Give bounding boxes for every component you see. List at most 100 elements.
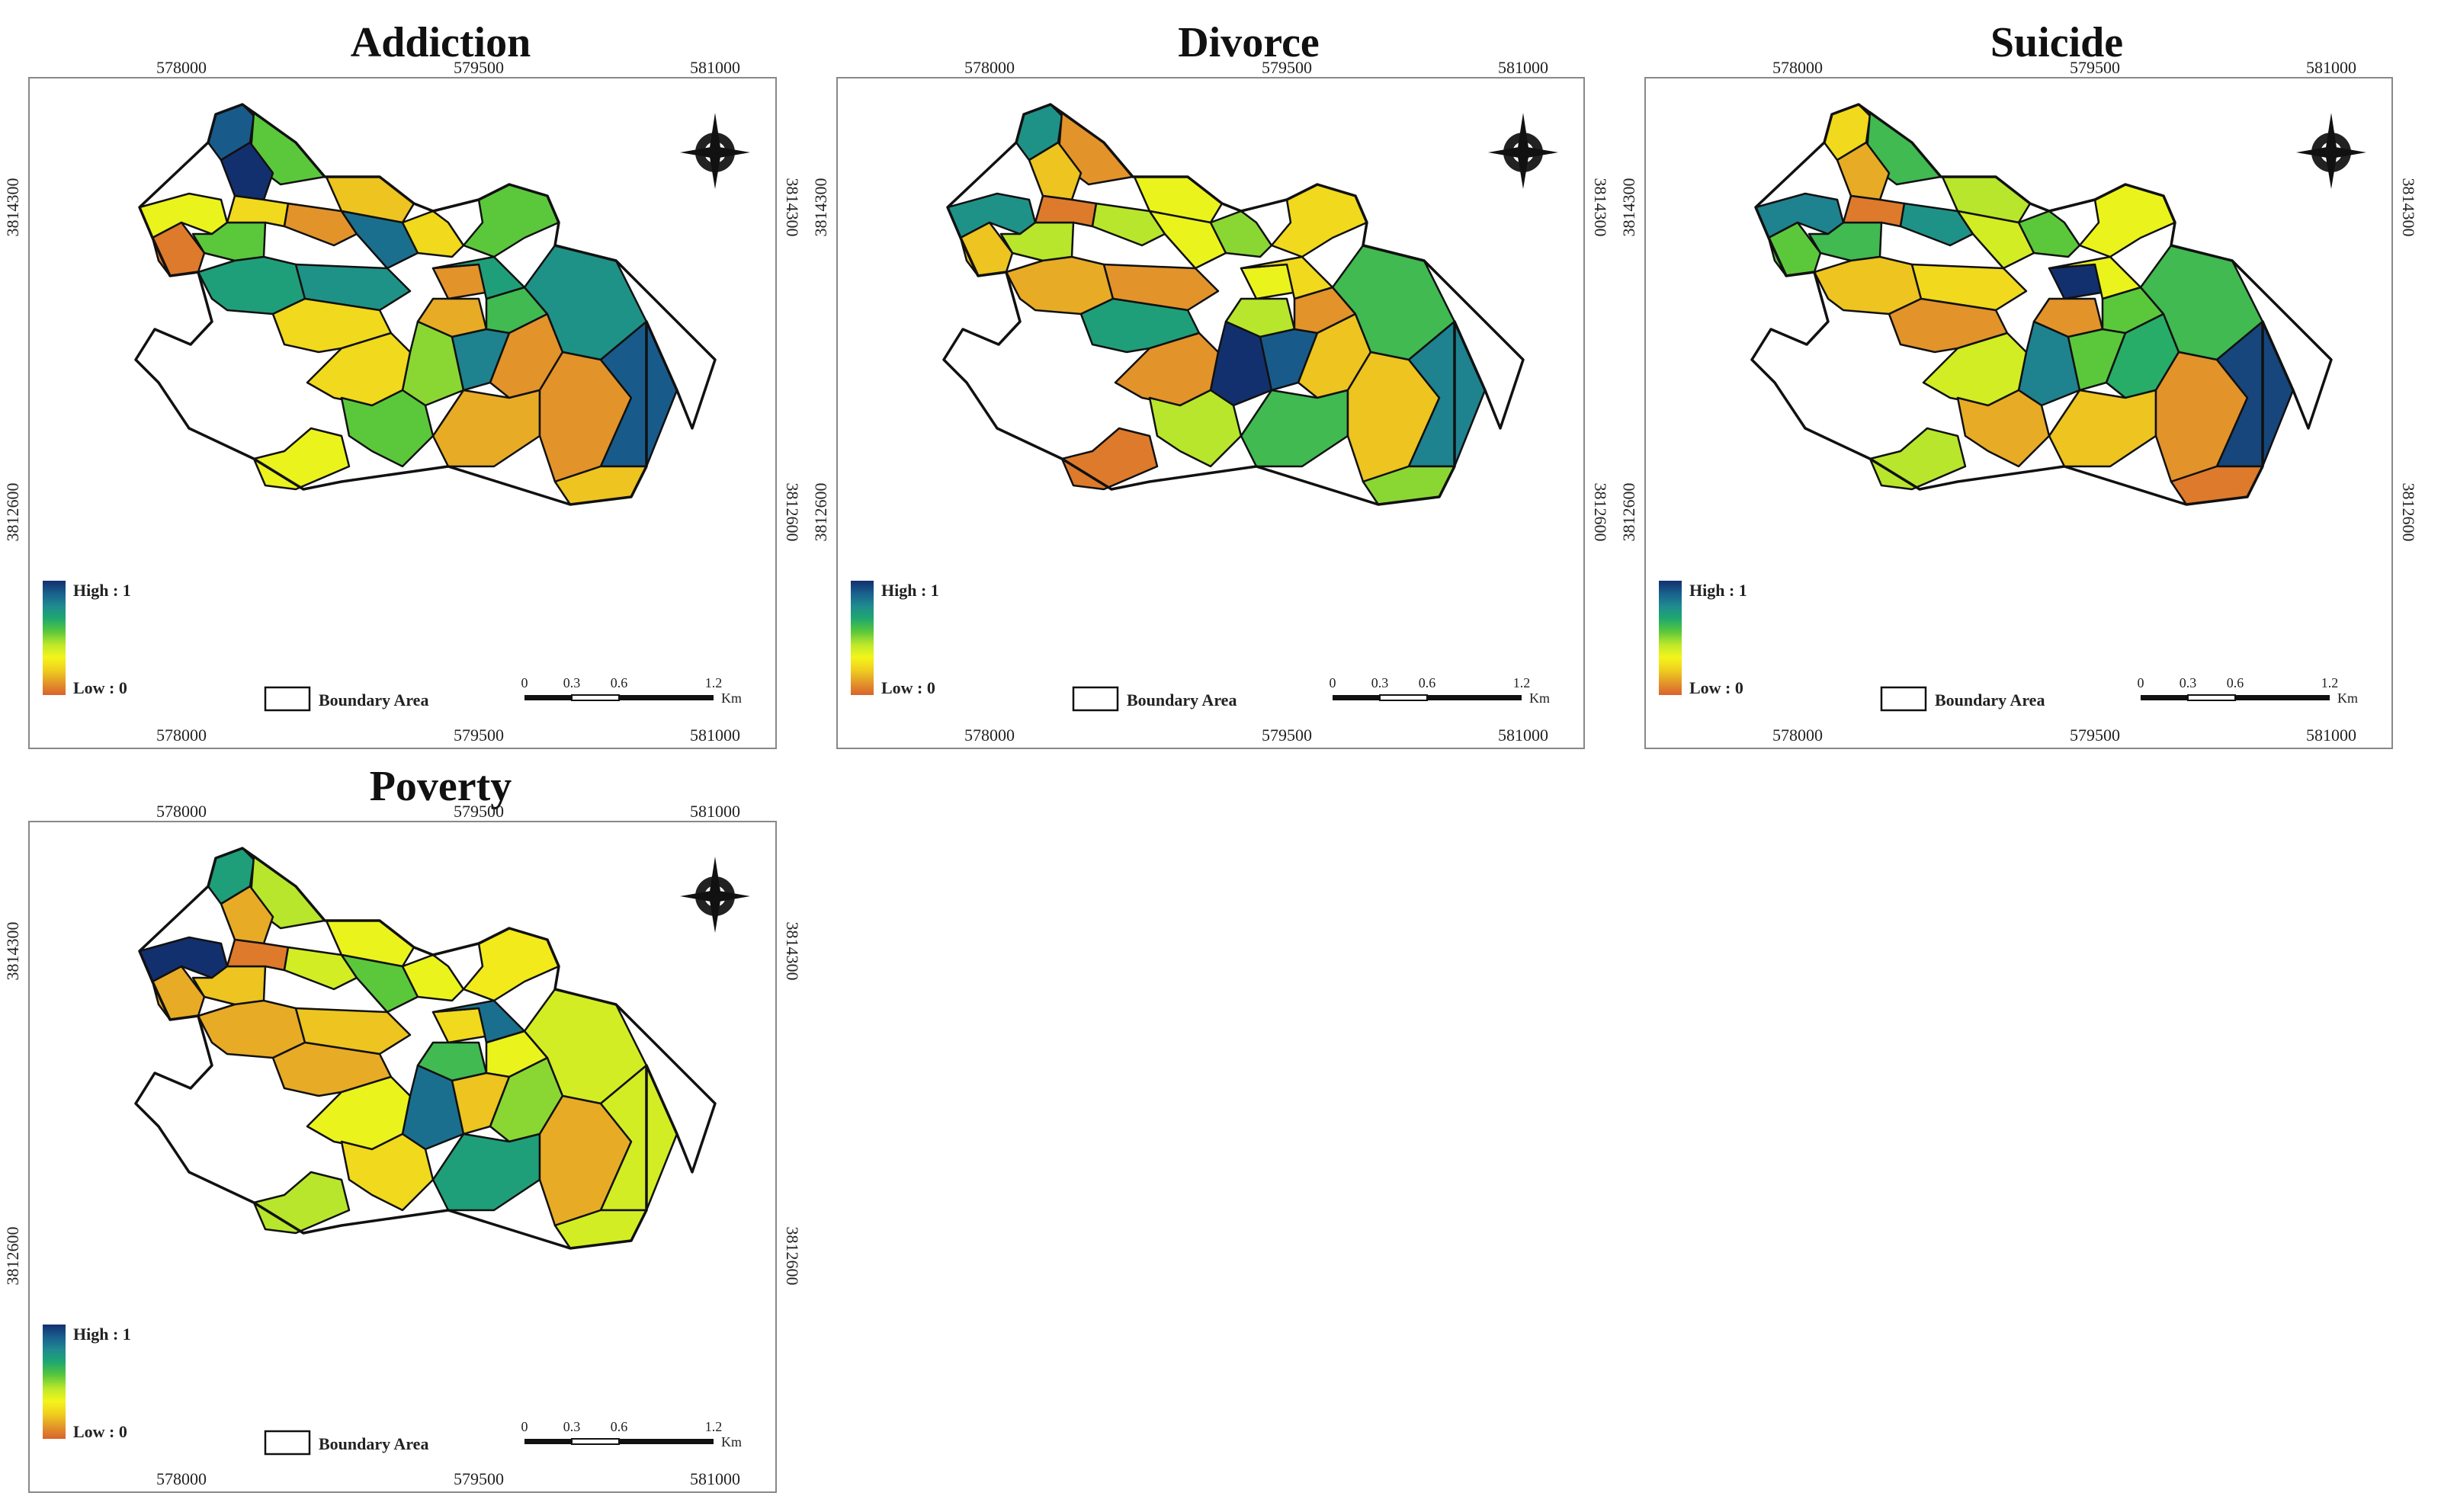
legend-high-label: High : 1	[1689, 581, 1747, 600]
x-tick-label: 579500	[454, 1469, 504, 1488]
legend-color-ramp	[43, 581, 66, 695]
legend-high-label: High : 1	[73, 1325, 131, 1344]
scale-bar-tick-label: 0.6	[1419, 675, 1436, 690]
district-6	[999, 221, 1075, 262]
scale-bar: 0 0.3 0.6 1.2Km	[521, 1419, 743, 1450]
scale-bar-tick-label: 1.2	[2321, 675, 2339, 690]
x-tick-label: 579500	[2070, 58, 2120, 77]
scale-bar-tick-label: 1.2	[705, 1419, 723, 1434]
x-tick-label: 579500	[454, 726, 504, 745]
district-20	[451, 1072, 511, 1136]
district-20	[451, 328, 511, 392]
district-15	[294, 263, 412, 312]
district-15	[1910, 263, 2028, 312]
districts	[946, 103, 1487, 506]
legend-color-ramp	[1659, 581, 1682, 695]
map-panel-poverty: 578000 578000 579500 579500 581000 581000 3814…	[3, 802, 802, 1493]
district-23	[1240, 255, 1334, 300]
study-area-outline	[134, 103, 717, 506]
district-11	[1148, 210, 1227, 270]
map-panel-divorce: 578000 578000 579500 579500 581000 581000 3814…	[811, 58, 1610, 749]
x-tick-label: 578000	[1772, 58, 1823, 77]
north-arrow-icon	[1488, 113, 1558, 189]
north-arrow-icon	[680, 113, 750, 189]
x-tick-label: 578000	[1772, 726, 1823, 745]
boundary-legend-label: Boundary Area	[1127, 690, 1237, 710]
x-tick-label: 578000	[156, 1469, 207, 1488]
scale-bar-tick-label: 0.3	[1371, 675, 1389, 690]
district-3	[220, 141, 274, 201]
scale-bar: 0 0.3 0.6 1.2Km	[2138, 675, 2359, 706]
legend-color-ramp	[851, 581, 874, 695]
scale-bar-unit: Km	[721, 690, 742, 706]
scale-bar-tick-label: 0	[2138, 675, 2144, 690]
boundary-legend-swatch	[264, 686, 311, 712]
map-panel-addiction: 578000 578000 579500 579500 581000 581000 3814…	[3, 58, 802, 749]
district-15	[1102, 263, 1220, 312]
district-6	[1807, 221, 1883, 262]
district-9	[1091, 202, 1166, 247]
district-3	[220, 885, 274, 945]
scale-bar-tick-label: 0.3	[563, 1419, 581, 1434]
scale-bar-tick-label: 0.3	[563, 675, 581, 690]
district-23	[431, 999, 526, 1044]
districts	[138, 847, 678, 1250]
y-tick-label: 3814300	[783, 178, 802, 237]
legend-low-label: Low : 0	[73, 1422, 127, 1441]
scale-bar-tick-label: 0.6	[611, 675, 628, 690]
district-20	[2067, 328, 2127, 392]
district-11	[1956, 210, 2035, 270]
x-tick-label: 578000	[156, 726, 207, 745]
y-tick-label: 3812600	[2399, 483, 2418, 542]
district-23	[431, 255, 526, 300]
y-tick-label: 3814300	[1619, 178, 1638, 237]
map-title-poverty: Poverty	[369, 763, 512, 810]
boundary-legend-label: Boundary Area	[1935, 690, 2045, 710]
x-tick-label: 578000	[964, 58, 1015, 77]
x-tick-label: 581000	[690, 802, 740, 821]
district-23	[2048, 255, 2142, 300]
x-tick-label: 581000	[690, 1469, 740, 1488]
scale-bar-tick-label: 0	[1330, 675, 1336, 690]
y-tick-label: 3812600	[811, 483, 830, 542]
boundary-legend-swatch	[1072, 686, 1119, 712]
x-tick-label: 579500	[1262, 58, 1312, 77]
map-panel-suicide: 578000 578000 579500 579500 581000 581000 3814…	[1619, 58, 2418, 749]
scale-bar-unit: Km	[2337, 690, 2358, 706]
district-11	[340, 210, 419, 270]
y-tick-label: 3814300	[3, 922, 22, 981]
scale-bar-tick-label: 1.2	[1513, 675, 1531, 690]
y-tick-label: 3814300	[2399, 178, 2418, 237]
y-tick-label: 3812600	[783, 1227, 802, 1286]
legend-high-label: High : 1	[73, 581, 131, 600]
x-tick-label: 579500	[2070, 726, 2120, 745]
districts	[1754, 103, 2295, 506]
y-tick-label: 3814300	[1591, 178, 1610, 237]
x-tick-label: 581000	[2306, 58, 2356, 77]
y-tick-label: 3812600	[783, 483, 802, 542]
x-tick-label: 581000	[690, 726, 740, 745]
district-11	[340, 953, 419, 1014]
y-tick-label: 3812600	[3, 483, 22, 542]
study-area-outline	[942, 103, 1525, 506]
legend-low-label: Low : 0	[73, 678, 127, 697]
x-tick-label: 578000	[156, 58, 207, 77]
scale-bar-tick-label: 1.2	[705, 675, 723, 690]
district-3	[1028, 141, 1083, 201]
north-arrow-icon	[2296, 113, 2366, 189]
y-tick-label: 3814300	[3, 178, 22, 237]
district-9	[283, 202, 358, 247]
scale-bar: 0 0.3 0.6 1.2Km	[1330, 675, 1551, 706]
scale-bar-unit: Km	[1529, 690, 1550, 706]
x-tick-label: 581000	[2306, 726, 2356, 745]
boundary-legend-label: Boundary Area	[319, 1434, 428, 1453]
study-area-outline	[1750, 103, 2333, 506]
map-title-suicide: Suicide	[1990, 19, 2124, 66]
district-9	[1899, 202, 1974, 247]
x-tick-label: 579500	[454, 802, 504, 821]
district-9	[283, 946, 358, 991]
legend-high-label: High : 1	[881, 581, 939, 600]
boundary-legend-swatch	[264, 1430, 311, 1456]
y-tick-label: 3814300	[811, 178, 830, 237]
x-tick-label: 578000	[156, 802, 207, 821]
